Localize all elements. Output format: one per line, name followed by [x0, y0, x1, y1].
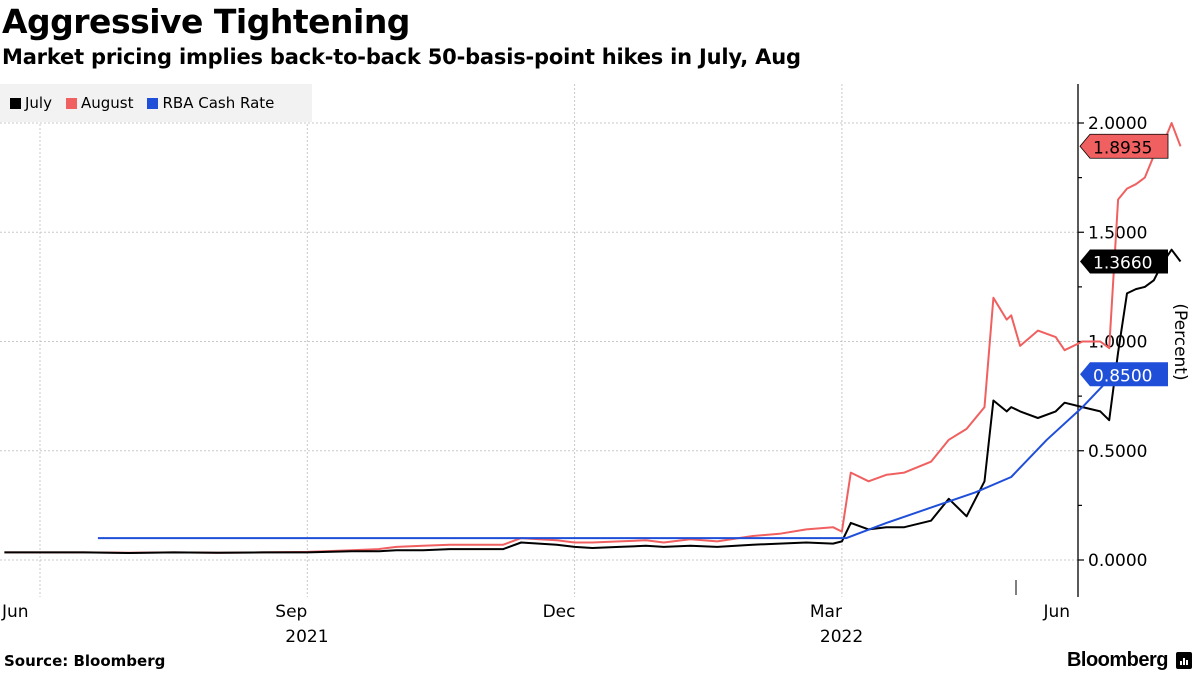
x-tick-label: Jun [1, 602, 29, 622]
bloomberg-logo: Bloomberg [1067, 649, 1192, 672]
legend-swatch-rba [147, 97, 159, 109]
chart-title: Aggressive Tightening [2, 2, 410, 41]
source-note: Source: Bloomberg [4, 652, 166, 670]
last-value-tag-july [1080, 249, 1168, 274]
last-value-label: 1.3660 [1093, 254, 1152, 274]
y-tick-label: 0.5000 [1088, 442, 1147, 462]
x-tick-label: Dec [543, 602, 576, 622]
series-line-august [4, 122, 1182, 554]
x-tick-label: Mar [810, 602, 842, 622]
last-value-label: 0.8500 [1093, 366, 1152, 386]
y-tick-label: 2.0000 [1088, 114, 1147, 134]
bloomberg-chart-icon [1176, 652, 1192, 669]
last-value-tag-rba-cash-rate [1080, 362, 1168, 387]
legend-item-august: August [65, 94, 134, 112]
x-tick-label: Jun [1042, 602, 1070, 622]
y-tick-label: 1.5000 [1088, 223, 1147, 243]
x-year-label: 2021 [285, 627, 328, 647]
y-axis-label: (Percent) [1170, 303, 1190, 380]
legend-label-august: August [80, 94, 134, 112]
legend-item-july: July [10, 94, 52, 112]
last-value-label: 1.8935 [1093, 138, 1152, 158]
chart-subtitle: Market pricing implies back-to-back 50-b… [2, 45, 801, 69]
series-line-july [4, 248, 1182, 554]
logo-text: Bloomberg [1066, 649, 1169, 671]
legend-swatch-august [65, 97, 77, 109]
y-tick-label: 0.0000 [1088, 551, 1147, 571]
x-tick-label: Sep [275, 602, 307, 622]
legend-label-july: July [25, 94, 52, 112]
series-line-rba-cash-rate [97, 373, 1115, 540]
last-value-tag-august [1079, 133, 1169, 159]
y-tick-label: 1.0000 [1088, 333, 1147, 353]
legend-swatch-july [10, 97, 21, 109]
legend: July August RBA Cash Rate [0, 84, 312, 122]
legend-item-rba-cash-rate: RBA Cash Rate [147, 94, 274, 112]
x-year-label: 2022 [820, 627, 863, 647]
legend-label-rba: RBA Cash Rate [162, 94, 275, 112]
